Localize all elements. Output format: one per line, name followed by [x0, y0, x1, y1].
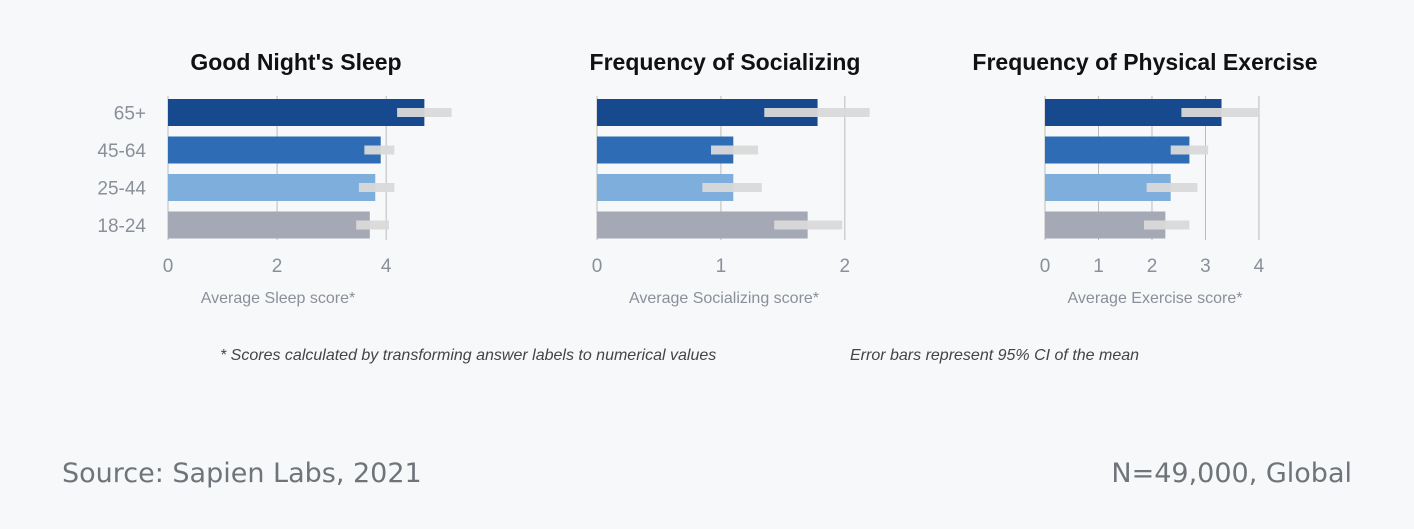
x-tick-label: 2 [1147, 256, 1158, 277]
x-axis-label: Average Sleep score* [201, 290, 355, 307]
x-tick-label: 4 [1254, 256, 1265, 277]
sample-size-label: N=49,000, Global [1111, 458, 1352, 489]
x-tick-label: 2 [840, 256, 851, 277]
category-label: 65+ [114, 104, 146, 125]
bar [168, 99, 425, 126]
error-bar [1146, 183, 1198, 192]
x-tick-label: 1 [716, 256, 727, 277]
error-bar [1170, 145, 1209, 155]
error-bar [1181, 108, 1259, 117]
error-bar [1143, 220, 1190, 230]
chart-title: Good Night's Sleep [190, 49, 401, 75]
x-axis-label: Average Socializing score* [629, 290, 819, 307]
error-bar [356, 220, 389, 230]
x-tick-label: 0 [592, 256, 603, 277]
bar [597, 211, 808, 239]
category-label: 18-24 [97, 216, 146, 237]
category-label: 45-64 [97, 141, 146, 162]
x-tick-label: 4 [381, 256, 392, 277]
category-label: 25-44 [97, 179, 146, 200]
x-axis-label: Average Exercise score* [1068, 290, 1243, 307]
footnote-error-bars: Error bars represent 95% CI of the mean [850, 347, 1140, 364]
x-tick-label: 1 [1093, 256, 1104, 277]
bar [168, 174, 376, 201]
bar [168, 136, 381, 164]
error-bar [358, 183, 395, 192]
x-tick-label: 2 [272, 256, 283, 277]
bar [168, 211, 370, 239]
error-bar [774, 220, 843, 230]
error-bar [364, 145, 395, 155]
source-label: Source: Sapien Labs, 2021 [62, 458, 422, 489]
bar [1045, 136, 1190, 164]
x-tick-label: 3 [1200, 256, 1211, 277]
error-bar [764, 108, 870, 117]
x-tick-label: 0 [1040, 256, 1051, 277]
bar [597, 136, 734, 164]
footnote-scores: * Scores calculated by transforming answ… [220, 347, 717, 364]
error-bar [702, 183, 762, 192]
error-bar [397, 108, 452, 117]
footnotes: * Scores calculated by transforming answ… [0, 347, 1414, 371]
chart-title: Frequency of Physical Exercise [972, 49, 1317, 75]
chart-title: Frequency of Socializing [590, 49, 861, 75]
error-bar [711, 145, 759, 155]
x-tick-label: 0 [163, 256, 174, 277]
